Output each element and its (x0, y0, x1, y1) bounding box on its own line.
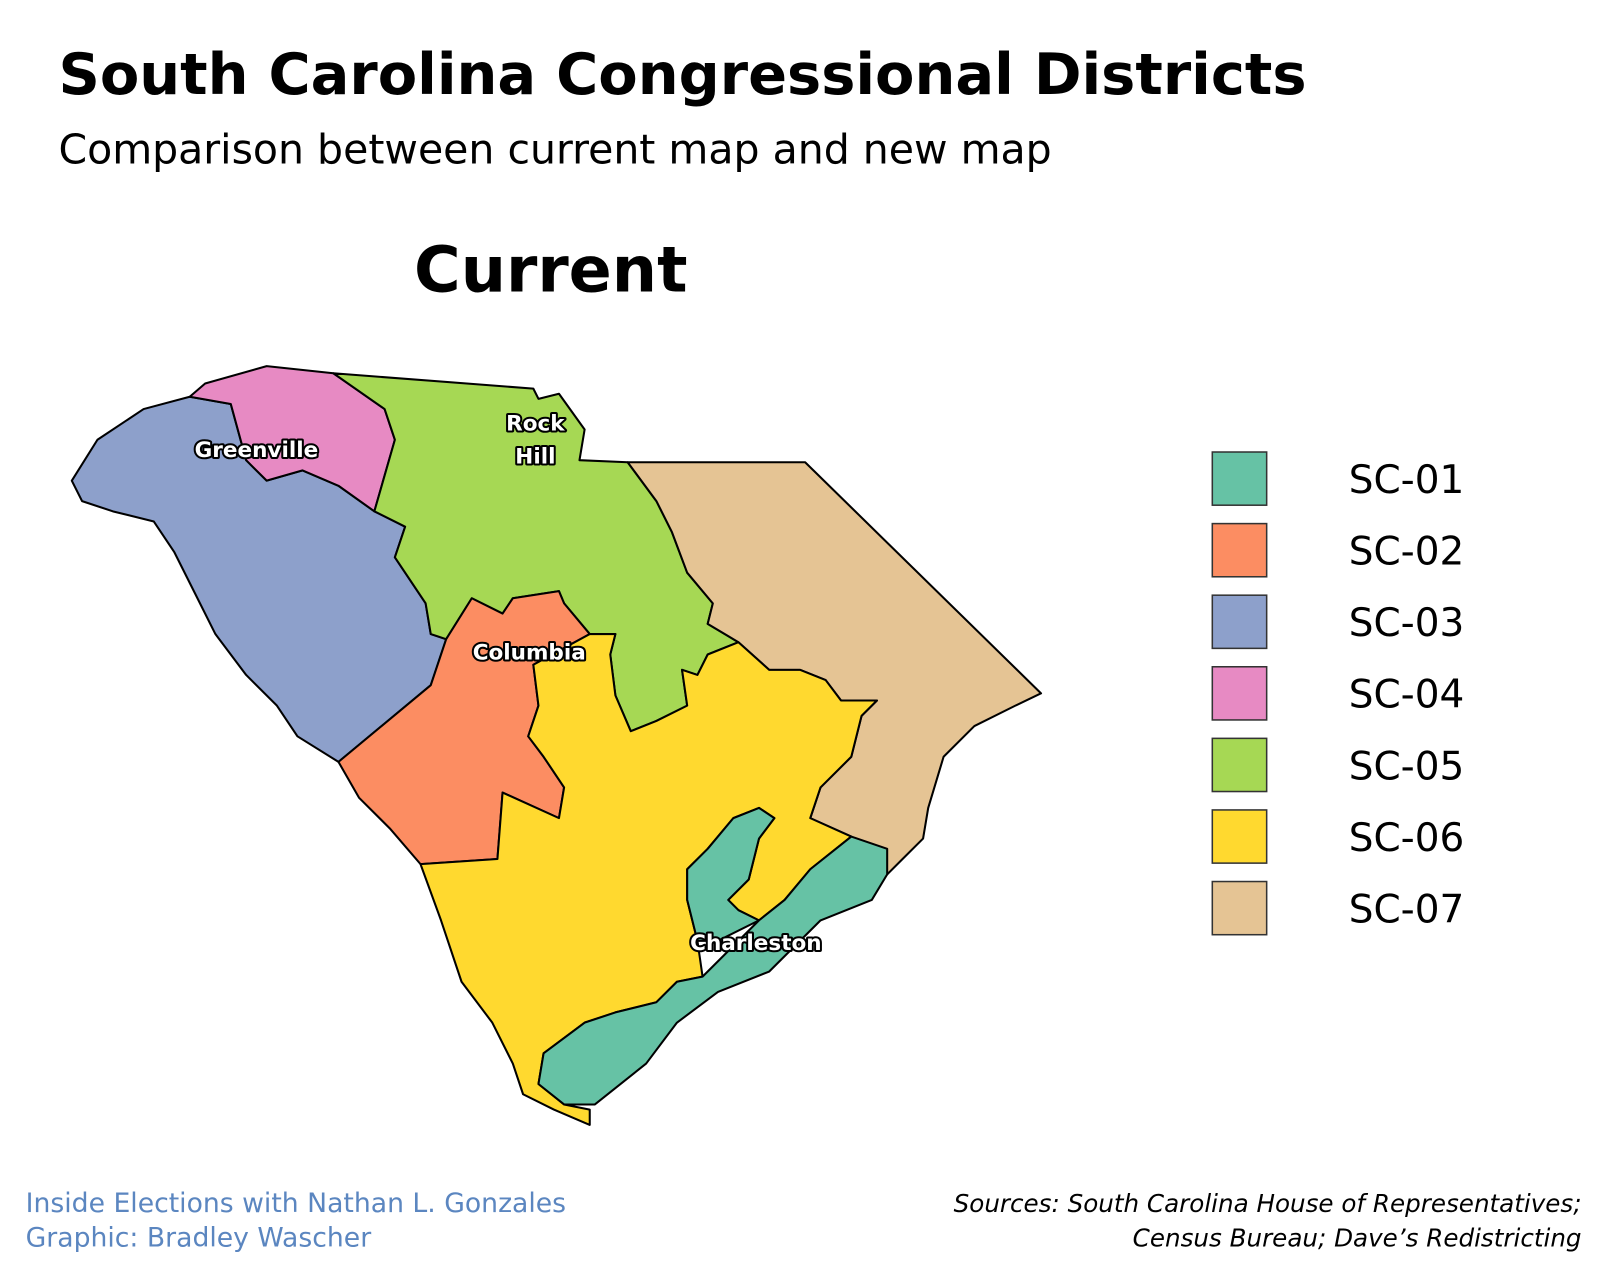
legend-label: SC-07 (1349, 887, 1465, 932)
map-title: Current (414, 233, 687, 307)
source: Census Bureau; Dave’s Redistricting (1133, 1224, 1582, 1253)
district-sc-01 (537, 806, 889, 1106)
city-label: Charleston (690, 931, 822, 956)
city-label-line: Hill (515, 444, 555, 469)
state-map: Greenville Rock Hill Columbia Charleston (70, 365, 1043, 1126)
subtitle: Comparison between current map and new m… (58, 126, 1051, 174)
title: South Carolina Congressional Districts (58, 41, 1306, 108)
source: Sources: South Carolina House of Represe… (954, 1189, 1582, 1218)
city-label-line: Greenville (195, 438, 319, 463)
legend-label: SC-02 (1349, 530, 1465, 575)
legend-swatch (1211, 451, 1268, 506)
legend-label: SC-05 (1349, 744, 1465, 789)
legend-swatch (1211, 594, 1268, 650)
legend-label: SC-03 (1349, 601, 1465, 646)
legend-label: SC-01 (1349, 458, 1465, 503)
city-label: Columbia (473, 641, 586, 666)
legend-swatch (1211, 809, 1268, 864)
legend-label: SC-06 (1349, 816, 1465, 861)
city-label: Rock Hill (506, 412, 565, 470)
legend-swatch (1211, 666, 1268, 721)
legend-swatch (1211, 737, 1268, 793)
city-label-line: Columbia (473, 641, 586, 666)
credit: Inside Elections with Nathan L. Gonzales (26, 1188, 566, 1219)
city-label-line: Charleston (690, 931, 822, 956)
city-label-line: Rock (506, 412, 565, 437)
legend-label: SC-04 (1349, 673, 1465, 718)
city-label: Greenville (195, 438, 319, 463)
credit: Graphic: Bradley Wascher (26, 1223, 372, 1254)
legend-swatch (1211, 522, 1268, 578)
legend-swatch (1211, 880, 1268, 936)
legend: SC-01 SC-02 SC-03 SC-04 SC-05 SC-06 SC-07 (1211, 451, 1465, 936)
